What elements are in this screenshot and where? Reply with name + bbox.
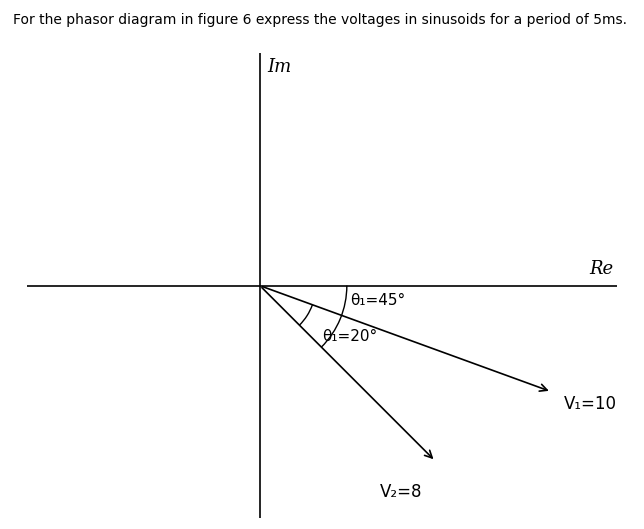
Text: V₂=8: V₂=8 [379,484,422,501]
Text: θ₁=45°: θ₁=45° [350,294,405,308]
Text: V₁=10: V₁=10 [564,395,617,413]
Text: For the phasor diagram in figure 6 express the voltages in sinusoids for a perio: For the phasor diagram in figure 6 expre… [13,13,627,27]
Text: Re: Re [590,260,614,278]
Text: θ₁=20°: θ₁=20° [322,329,377,344]
Text: Im: Im [268,58,292,76]
